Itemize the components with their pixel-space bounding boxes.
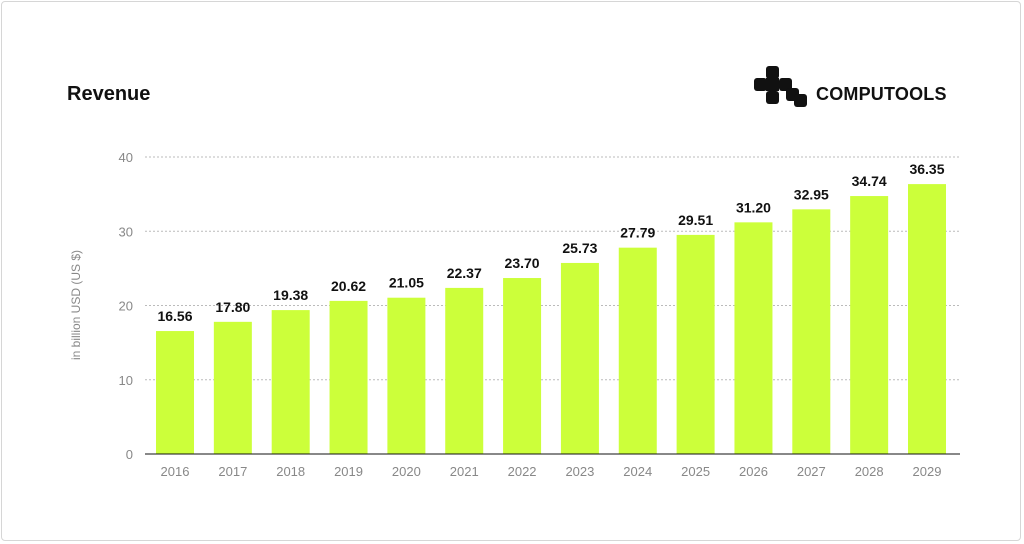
x-tick-label: 2028 bbox=[855, 464, 884, 479]
bar-2021 bbox=[445, 287, 484, 454]
x-tick-label: 2019 bbox=[334, 464, 363, 479]
data-label: 36.35 bbox=[909, 161, 944, 177]
data-label: 32.95 bbox=[794, 186, 829, 202]
bar-2020 bbox=[387, 297, 426, 454]
x-tick-label: 2024 bbox=[623, 464, 652, 479]
x-tick-label: 2026 bbox=[739, 464, 768, 479]
x-tick-label: 2025 bbox=[681, 464, 710, 479]
bar-2018 bbox=[271, 310, 310, 454]
x-tick-label: 2021 bbox=[450, 464, 479, 479]
bar-2028 bbox=[850, 196, 889, 455]
x-tick-label: 2017 bbox=[218, 464, 247, 479]
bar-2016 bbox=[156, 331, 194, 454]
bar-2017 bbox=[213, 321, 252, 454]
logo-text: COMPUTOOLS bbox=[816, 83, 947, 104]
y-tick-label: 20 bbox=[119, 299, 133, 314]
bar-2026 bbox=[734, 222, 773, 454]
data-label: 16.56 bbox=[157, 308, 192, 324]
data-label: 25.73 bbox=[562, 240, 597, 256]
x-tick-label: 2018 bbox=[276, 464, 305, 479]
data-label: 20.62 bbox=[331, 278, 366, 294]
bar-2024 bbox=[618, 247, 657, 454]
bar-2019 bbox=[329, 300, 368, 454]
data-label: 21.05 bbox=[389, 275, 424, 291]
y-tick-label: 10 bbox=[119, 373, 133, 388]
data-label: 17.80 bbox=[215, 299, 250, 315]
data-label: 34.74 bbox=[852, 173, 887, 189]
x-tick-label: 2029 bbox=[913, 464, 942, 479]
logo-mark-icon bbox=[754, 66, 807, 107]
y-tick-label: 0 bbox=[126, 447, 133, 462]
computools-logo: COMPUTOOLS bbox=[754, 66, 947, 108]
y-tick-label: 40 bbox=[119, 150, 133, 165]
bar-2027 bbox=[792, 209, 831, 454]
data-label: 31.20 bbox=[736, 199, 771, 215]
x-tick-label: 2023 bbox=[565, 464, 594, 479]
x-tick-label: 2016 bbox=[161, 464, 190, 479]
bar-2025 bbox=[676, 234, 715, 454]
x-tick-label: 2027 bbox=[797, 464, 826, 479]
y-axis-label: in billion USD (US $) bbox=[69, 250, 83, 360]
data-label: 27.79 bbox=[620, 225, 655, 241]
bar-2022 bbox=[503, 278, 542, 454]
data-label: 22.37 bbox=[447, 265, 482, 281]
x-tick-label: 2022 bbox=[508, 464, 537, 479]
chart-title: Revenue bbox=[67, 83, 151, 105]
bar-2029 bbox=[908, 184, 946, 454]
data-label: 23.70 bbox=[505, 255, 540, 271]
data-label: 19.38 bbox=[273, 287, 308, 303]
data-label: 29.51 bbox=[678, 212, 713, 228]
bar-2023 bbox=[560, 262, 599, 454]
x-tick-label: 2020 bbox=[392, 464, 421, 479]
y-tick-label: 30 bbox=[119, 224, 133, 239]
